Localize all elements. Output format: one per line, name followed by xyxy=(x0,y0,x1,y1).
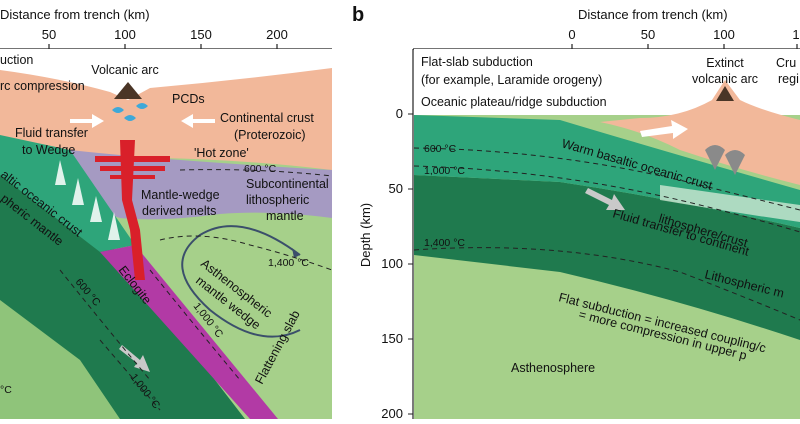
compression-arrow-right xyxy=(181,114,215,128)
label-compression-partial: rc compression xyxy=(0,79,85,93)
panel-b-plutons xyxy=(705,145,745,175)
panel-b-isotherm-1000 xyxy=(413,165,800,233)
panel-b-letter: b xyxy=(352,4,364,26)
label-subcontinental-3: mantle xyxy=(266,209,304,223)
panel-b-slab-mantle-region xyxy=(414,175,800,340)
label-volcanic-arc: Volcanic arc xyxy=(91,63,158,77)
sky-region xyxy=(0,49,332,100)
label-isotherm-1400: 1,400 °C xyxy=(268,257,309,269)
panel-b-top-axis-title: Distance from trench (km) xyxy=(578,7,728,22)
label-fluid-transfer-2: to Wedge xyxy=(22,143,75,157)
lower-green-region xyxy=(0,300,120,419)
label-hot-zone: 'Hot zone' xyxy=(194,146,249,160)
fluid-column xyxy=(108,212,120,240)
eclogite-region xyxy=(100,245,278,419)
label-proterozoic: (Proterozoic) xyxy=(234,128,306,142)
panel-b-compression-arrow xyxy=(640,120,688,139)
label-flat-slab-1: Flat-slab subduction xyxy=(421,55,533,69)
label-edge-c: °C xyxy=(0,384,12,396)
fluid-column xyxy=(72,178,84,205)
panel-b-top-tick: 0 xyxy=(568,27,575,42)
panel-b-left-tick: 0 xyxy=(396,106,403,121)
label-regi: regi xyxy=(778,72,799,86)
isotherm-1000-wedge xyxy=(149,269,241,381)
panel-b-slab-motion-arrow xyxy=(585,188,625,210)
compression-arrow-left xyxy=(70,114,104,128)
panel-a-top-tick: 50 xyxy=(42,27,56,42)
isotherm-600-slab xyxy=(59,269,151,381)
pcds-icon xyxy=(112,103,148,121)
panel-b-top-tick: 100 xyxy=(713,27,735,42)
mantle-flow-arrow xyxy=(181,225,301,338)
mantle-flow-arrowhead xyxy=(292,248,300,258)
panel-b-left-tick: 200 xyxy=(381,406,403,419)
panel-b-left-tick: 50 xyxy=(389,181,403,196)
label-continental-crust: Continental crust xyxy=(220,111,314,125)
panel-b-left-axis-title: Depth (km) xyxy=(358,203,373,267)
panel-b-isotherm-1400 xyxy=(413,247,800,321)
slab-motion-arrow xyxy=(119,345,150,372)
label-extinct-2: volcanic arc xyxy=(692,72,758,86)
label-pcds: PCDs xyxy=(172,92,205,106)
label-mantle-wedge-melts-1: Mantle-wedge xyxy=(141,188,220,202)
label-fluid-transfer-1: Fluid transfer xyxy=(15,126,88,140)
panel-a-top-axis-title: Distance from trench (km) xyxy=(0,7,150,22)
label-mantle-wedge-melts-2: derived melts xyxy=(142,204,216,218)
isotherm-1000-slab xyxy=(99,339,161,411)
label-b-isotherm-1000: 1,000 °C xyxy=(424,165,465,177)
panel-b-continental-crust-region xyxy=(600,80,800,185)
panel-b-top-tick: 1 xyxy=(792,27,799,42)
label-asthenosphere: Asthenosphere xyxy=(511,361,595,375)
panel-a-top-tick: 200 xyxy=(266,27,288,42)
isotherm-600-top xyxy=(179,169,333,177)
label-cru: Cru xyxy=(776,56,796,70)
panel-b-top-tick: 50 xyxy=(641,27,655,42)
label-isotherm-600-top: 600 °C xyxy=(244,163,277,175)
fluid-column xyxy=(55,160,66,185)
label-subcontinental-2: lithospheric xyxy=(246,193,309,207)
panel-b-fluid-band xyxy=(660,185,800,222)
panel-b-left-tick: 100 xyxy=(381,256,403,271)
label-flat-slab-2: (for example, Laramide orogeny) xyxy=(421,73,602,87)
panel-b-left-tick: 150 xyxy=(381,331,403,346)
fluid-column xyxy=(90,196,102,222)
panel-b: b Distance from trench (km) 0 50 100 1 D… xyxy=(352,4,800,421)
label-extinct-1: Extinct xyxy=(706,56,744,70)
label-subcontinental-1: Subcontinental xyxy=(246,177,329,191)
oceanic-crust-region xyxy=(0,135,135,252)
extinct-volcanic-arc-icon xyxy=(716,86,734,101)
label-subduction-partial: uction xyxy=(0,53,33,67)
volcanic-arc-icon xyxy=(114,82,142,99)
panel-b-isotherm-600 xyxy=(413,147,800,211)
isotherm-1400 xyxy=(159,235,333,271)
label-b-isotherm-1400: 1,400 °C xyxy=(424,237,465,249)
hot-zone-sills xyxy=(95,156,170,179)
label-b-isotherm-600: 600 °C xyxy=(424,143,457,155)
panel-a-top-tick: 150 xyxy=(190,27,212,42)
label-plateau: Oceanic plateau/ridge subduction xyxy=(421,95,607,109)
panel-a: Distance from trench (km) 50 100 150 200 xyxy=(0,7,333,419)
panel-a-top-tick: 100 xyxy=(114,27,136,42)
